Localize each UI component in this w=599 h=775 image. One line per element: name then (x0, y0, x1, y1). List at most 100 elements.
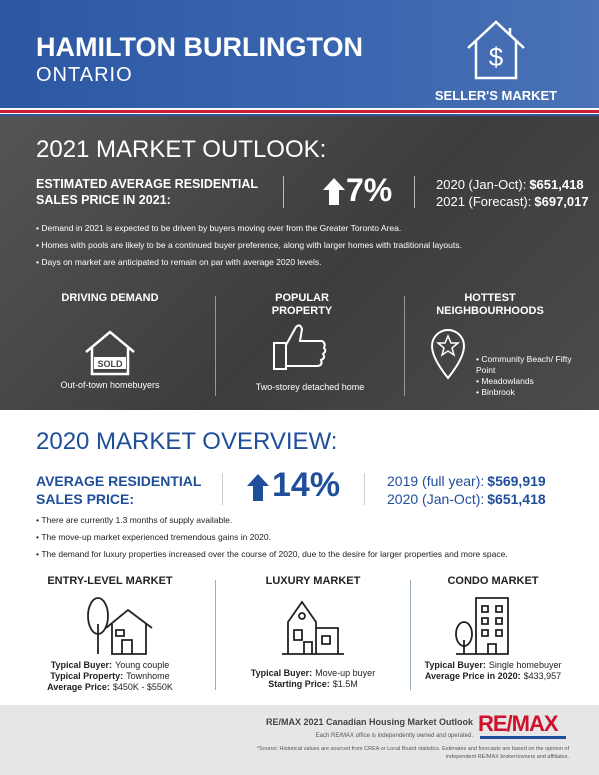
market-details: Typical Buyer: Move-up buyer Starting Pri… (233, 668, 393, 690)
footer-note: Each RE/MAX office is independently owne… (315, 733, 473, 739)
neighbourhood-name: Meadowlands (481, 376, 534, 386)
price-label: AVERAGE RESIDENTIAL SALES PRICE: (36, 473, 202, 507)
detail-label: Typical Buyer: (50, 660, 113, 670)
divider (414, 176, 415, 208)
title: HAMILTON BURLINGTON (36, 32, 363, 62)
detail-label: Typical Buyer: (424, 660, 486, 670)
detail: Average Price: $450K - $550K (30, 682, 190, 693)
price-value: $569,919 (487, 473, 546, 489)
detail: Typical Property: Townhome (30, 671, 190, 682)
change: 14% (272, 466, 341, 504)
bullet: The demand for luxury properties increas… (36, 546, 507, 563)
detail-label: Average Price: (47, 682, 110, 692)
divider (364, 473, 365, 505)
neighbourhoods: • Community Beach/ Fifty Point • Meadowl… (476, 354, 576, 398)
up-arrow (247, 474, 269, 501)
header: HAMILTON BURLINGTON ONTARIO $ SELLER'S M… (0, 0, 599, 108)
detail-value: $450K - $550K (112, 682, 173, 692)
footer: RE/MAX 2021 Canadian Housing Market Outl… (0, 705, 599, 775)
house-dollar-icon: $ (467, 20, 525, 80)
up-arrow (323, 178, 345, 205)
price-label: 2021 (Forecast): (436, 194, 532, 209)
price-label: 2020 (Jan-Oct): (387, 491, 485, 507)
detail-value: $433,957 (523, 671, 562, 681)
thumb-icon (273, 324, 327, 370)
logo: RE/MAX (478, 711, 559, 736)
subtitle: ONTARIO (36, 64, 133, 86)
detail-label: Starting Price: (268, 679, 330, 689)
price-row: 2021 (Forecast): $697,017 (436, 193, 589, 210)
bullets: Demand in 2021 is expected to be driven … (36, 220, 462, 271)
bullets: There are currently 1.3 months of supply… (36, 512, 508, 563)
outlook-section: 2021 MARKET OUTLOOK: ESTIMATED AVERAGE R… (0, 116, 599, 410)
footer-title: RE/MAX 2021 Canadian Housing Market Outl… (265, 717, 473, 727)
svg-text:$: $ (489, 42, 504, 72)
column-caption: Two-storey detached home (255, 382, 365, 392)
column-heading: DRIVING DEMAND (61, 292, 159, 304)
townhome-icon (87, 597, 153, 655)
bullet: There are currently 1.3 months of supply… (36, 512, 508, 529)
footer-source: *Source: Historical values are sourced f… (256, 746, 569, 760)
price-value: $697,017 (534, 194, 589, 209)
price-label: 2020 (Jan-Oct): (436, 177, 527, 192)
price-label: ESTIMATED AVERAGE RESIDENTIAL SALES PRIC… (36, 177, 258, 207)
market-details: Typical Buyer: Young couple Typical Prope… (30, 660, 190, 693)
pin-icon (430, 329, 466, 380)
price-row: 2020 (Jan-Oct): $651,418 (387, 490, 546, 508)
neighbourhood: • Binbrook (476, 387, 515, 397)
bullet: Days on market are anticipated to remain… (36, 254, 462, 271)
detail-value: Townhome (126, 671, 170, 681)
detail-label: Typical Buyer: (250, 668, 313, 678)
logo-bar (480, 736, 566, 739)
market-heading: ENTRY-LEVEL MARKET (47, 575, 173, 587)
prices: 2020 (Jan-Oct): $651,418 2021 (Forecast):… (436, 176, 589, 210)
stripe (0, 108, 599, 116)
column-heading: HOTTEST NEIGHBOURHOODS (436, 292, 544, 317)
detail: Average Price in 2020: $433,957 (413, 671, 573, 682)
luxury-icon (282, 600, 344, 655)
badge: SELLER'S MARKET (434, 88, 558, 103)
divider (222, 473, 223, 505)
divider (410, 580, 411, 690)
detail-value: Young couple (115, 660, 170, 670)
outlook-title: 2021 MARKET OUTLOOK: (36, 136, 327, 163)
detail: Typical Buyer: Young couple (30, 660, 190, 671)
divider (404, 296, 405, 396)
divider (283, 176, 284, 208)
bullet: The move-up market experienced tremendou… (36, 529, 508, 546)
neighbourhood: • Meadowlands (476, 376, 534, 386)
column-caption: Out-of-town homebuyers (60, 380, 160, 390)
detail-value: Single homebuyer (488, 660, 562, 670)
market-heading: CONDO MARKET (447, 575, 539, 587)
bullet: Homes with pools are likely to be a cont… (36, 237, 462, 254)
sold-label: SOLD (97, 359, 123, 369)
price-row: 2020 (Jan-Oct): $651,418 (436, 176, 589, 193)
detail: Typical Buyer: Move-up buyer (233, 668, 393, 679)
detail-label: Typical Property: (50, 671, 124, 681)
detail-value: $1.5M (332, 679, 358, 689)
prices: 2019 (full year): $569,919 2020 (Jan-Oct)… (387, 472, 546, 508)
neighbourhood-name: Binbrook (481, 387, 515, 397)
bullet: Demand in 2021 is expected to be driven … (36, 220, 462, 237)
detail: Starting Price: $1.5M (233, 679, 393, 690)
detail-value: Move-up buyer (315, 668, 376, 678)
column-heading: POPULAR PROPERTY (271, 292, 333, 317)
change: 7% (346, 172, 393, 208)
detail: Typical Buyer: Single homebuyer (413, 660, 573, 671)
price-value: $651,418 (487, 491, 546, 507)
market-details: Typical Buyer: Single homebuyer Average P… (413, 660, 573, 682)
price-value: $651,418 (529, 177, 584, 192)
divider (215, 296, 216, 396)
divider (215, 580, 216, 690)
condo-icon (455, 597, 509, 655)
detail-label: Average Price in 2020: (424, 671, 521, 681)
price-row: 2019 (full year): $569,919 (387, 472, 546, 490)
neighbourhood-name: Community Beach/ Fifty Point (476, 354, 572, 375)
neighbourhood: • Community Beach/ Fifty Point (476, 354, 572, 375)
sold-icon (85, 330, 135, 376)
overview-title: 2020 MARKET OVERVIEW: (36, 428, 338, 455)
market-heading: LUXURY MARKET (265, 575, 361, 587)
price-label: 2019 (full year): (387, 473, 485, 489)
